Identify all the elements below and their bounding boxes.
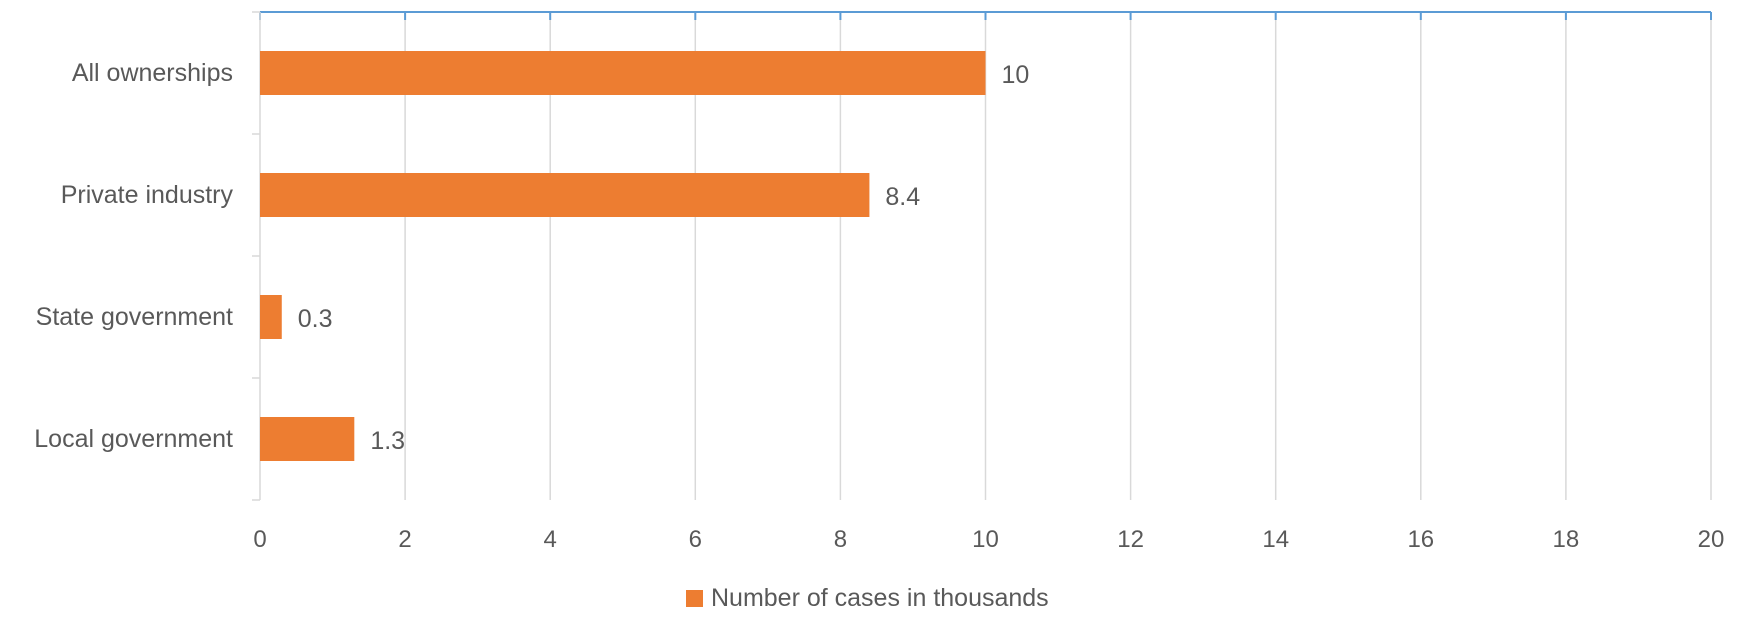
bar [260, 173, 870, 217]
bar [260, 417, 355, 461]
bar [260, 51, 986, 95]
legend: Number of cases in thousands [686, 584, 1049, 612]
data-label: 1.3 [370, 427, 405, 455]
legend-swatch [686, 590, 703, 607]
category-label: State government [36, 303, 233, 331]
x-tick-label: 18 [1553, 526, 1580, 553]
x-tick-label: 2 [398, 526, 411, 553]
bars [260, 51, 986, 461]
x-tick-label: 6 [689, 526, 702, 553]
category-label: Local government [34, 425, 233, 453]
legend-label: Number of cases in thousands [711, 584, 1049, 612]
category-label: All ownerships [72, 59, 233, 87]
labels: 0 2 4 6 8 10 12 14 16 18 20 All ownerships 10 Private… [34, 59, 1724, 553]
bar [260, 295, 282, 339]
x-tick-label: 0 [253, 526, 266, 553]
x-tick-label: 12 [1117, 526, 1144, 553]
x-tick-label: 10 [972, 526, 999, 553]
x-tick-label: 16 [1407, 526, 1434, 553]
x-tick-label: 14 [1262, 526, 1289, 553]
x-tick-label: 8 [834, 526, 847, 553]
data-label: 10 [1002, 61, 1030, 89]
data-label: 0.3 [298, 305, 333, 333]
data-label: 8.4 [885, 183, 920, 211]
x-tick-label: 20 [1698, 526, 1725, 553]
x-tick-label: 4 [544, 526, 557, 553]
category-label: Private industry [61, 181, 234, 209]
